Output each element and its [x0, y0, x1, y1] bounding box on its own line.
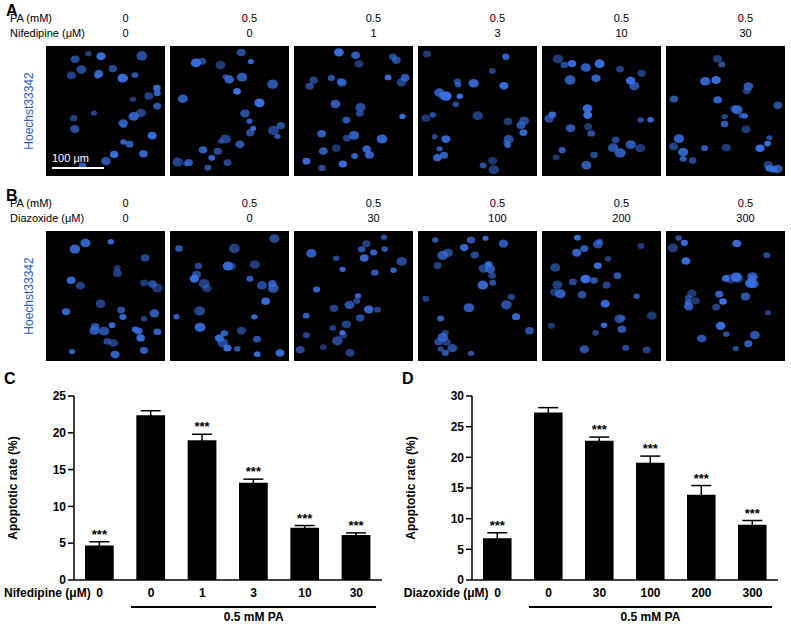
html-text:Apoptotic rate (%): Apoptotic rate (%): [6, 436, 20, 540]
html-text:Hoechst33342: Hoechst33342: [22, 257, 36, 335]
html-text:0.5 mM PA: 0.5 mM PA: [223, 610, 284, 624]
svg-text:0: 0: [96, 586, 103, 600]
html-text:0.5: 0.5: [489, 197, 506, 209]
svg-text:0: 0: [148, 586, 155, 600]
html-text:0.5: 0.5: [365, 197, 382, 209]
html-text:PA (mM): PA (mM): [10, 197, 52, 209]
svg-text:30: 30: [593, 586, 607, 600]
html-text:0.5: 0.5: [737, 197, 754, 209]
svg-text:0: 0: [457, 573, 464, 587]
html-text:Nifedipine (μM): Nifedipine (μM): [10, 27, 85, 39]
svg-text:***: ***: [246, 464, 262, 479]
svg-text:***: ***: [297, 511, 313, 526]
html-text:Hoechst33342: Hoechst33342: [22, 72, 36, 150]
svg-text:25: 25: [451, 420, 465, 434]
html-text:Diazoxide (μM): Diazoxide (μM): [403, 586, 489, 600]
html-text:100 μm: 100 μm: [52, 152, 89, 164]
html-text:0: 0: [122, 197, 129, 209]
html-text:100: 100: [488, 212, 507, 224]
html-text:200: 200: [612, 212, 631, 224]
svg-text:0: 0: [494, 586, 501, 600]
html-text:0.5: 0.5: [613, 197, 630, 209]
svg-text:100: 100: [640, 586, 660, 600]
html-text:Diazoxide (μM): Diazoxide (μM): [10, 212, 85, 224]
html-text:3: 3: [494, 27, 501, 39]
html-text:0: 0: [122, 27, 129, 39]
html-text:PA (mM): PA (mM): [10, 12, 52, 24]
svg-text:5: 5: [59, 536, 66, 550]
svg-text:***: ***: [745, 506, 761, 521]
html-text:Nifedipine (μM): Nifedipine (μM): [4, 586, 91, 600]
svg-text:300: 300: [742, 586, 762, 600]
html-text:1: 1: [370, 27, 377, 39]
svg-text:1: 1: [199, 586, 206, 600]
svg-text:0: 0: [545, 586, 552, 600]
svg-text:***: ***: [643, 441, 659, 456]
html-text:0.5: 0.5: [241, 12, 258, 24]
html-text:0.5: 0.5: [613, 12, 630, 24]
svg-text:10: 10: [53, 500, 67, 514]
html-text:D: D: [402, 370, 414, 387]
svg-text:10: 10: [451, 512, 465, 526]
svg-text:30: 30: [451, 389, 465, 403]
svg-text:***: ***: [490, 518, 506, 533]
svg-text:***: ***: [92, 527, 108, 542]
html-text:0.5: 0.5: [489, 12, 506, 24]
html-text:0: 0: [246, 27, 253, 39]
html-text:0.5: 0.5: [241, 197, 258, 209]
html-text:0: 0: [246, 212, 253, 224]
svg-text:15: 15: [53, 463, 67, 477]
svg-text:***: ***: [194, 419, 210, 434]
svg-text:5: 5: [457, 543, 464, 557]
svg-text:200: 200: [691, 586, 711, 600]
html-text:10: 10: [615, 27, 628, 39]
html-text:A: A: [6, 2, 18, 19]
html-text:0.5 mM PA: 0.5 mM PA: [620, 610, 681, 624]
svg-text:***: ***: [694, 471, 710, 486]
svg-text:***: ***: [592, 422, 608, 437]
svg-text:20: 20: [53, 426, 67, 440]
html-text:Apoptotic rate (%): Apoptotic rate (%): [404, 436, 418, 540]
svg-text:3: 3: [250, 586, 257, 600]
svg-text:30: 30: [350, 586, 364, 600]
html-text:30: 30: [367, 212, 380, 224]
html-text:0: 0: [122, 12, 129, 24]
html-text:0.5: 0.5: [365, 12, 382, 24]
svg-text:10: 10: [298, 586, 312, 600]
svg-text:20: 20: [451, 451, 465, 465]
html-text:0: 0: [122, 212, 129, 224]
html-text:0.5: 0.5: [737, 12, 754, 24]
html-text:C: C: [4, 370, 16, 387]
html-text:300: 300: [736, 212, 755, 224]
svg-text:25: 25: [53, 389, 67, 403]
svg-text:0: 0: [59, 573, 66, 587]
html-text:B: B: [6, 187, 18, 204]
svg-text:***: ***: [348, 518, 364, 533]
html-text:30: 30: [739, 27, 752, 39]
svg-text:15: 15: [451, 481, 465, 495]
